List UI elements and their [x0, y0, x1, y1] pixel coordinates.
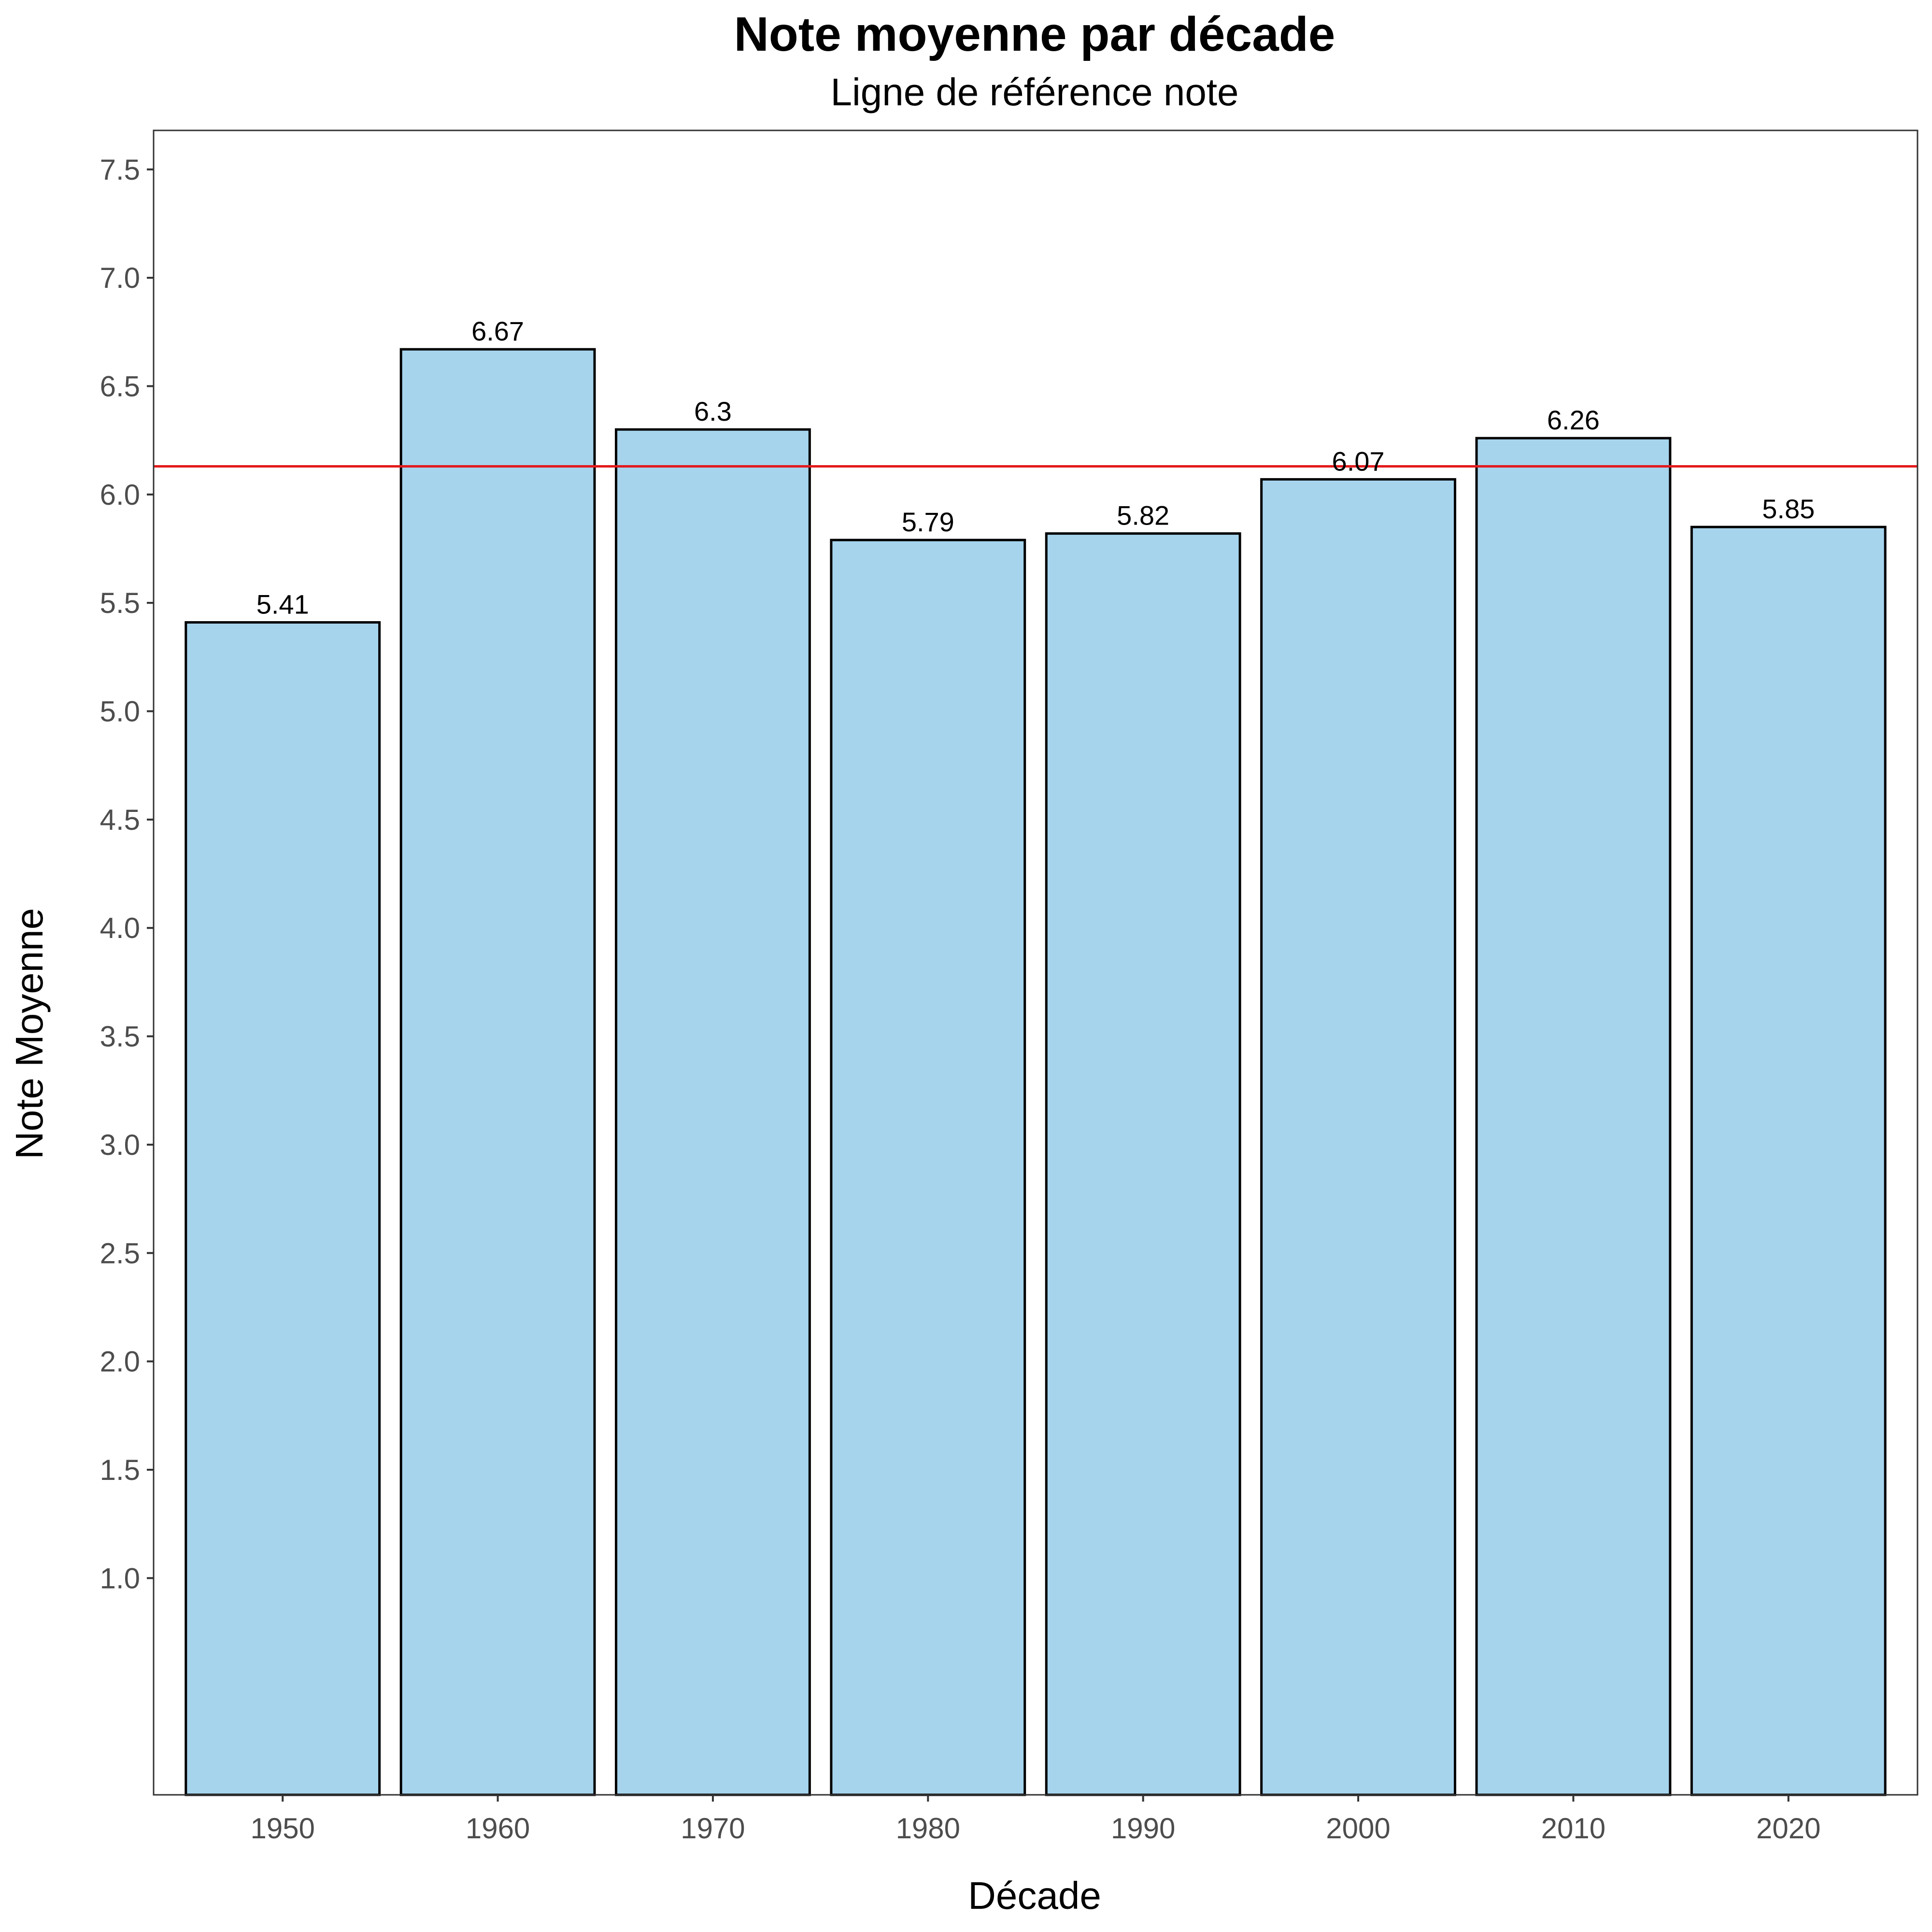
bar-2020 [1690, 526, 1887, 1796]
x-tick-label-1950: 1950 [250, 1812, 314, 1845]
x-tick-label-1960: 1960 [466, 1812, 530, 1845]
data-label-1950: 5.41 [256, 589, 309, 620]
x-tick-label-1990: 1990 [1111, 1812, 1175, 1845]
x-tick-label-1970: 1970 [681, 1812, 745, 1845]
bar-2010 [1475, 437, 1672, 1796]
x-tick-label-2000: 2000 [1326, 1812, 1390, 1845]
data-label-1990: 5.82 [1117, 500, 1169, 531]
y-tick-label-3.0: 3.0 [100, 1129, 140, 1161]
y-tick-label-6.5: 6.5 [100, 370, 140, 402]
y-tick-label-2.0: 2.0 [100, 1346, 140, 1378]
chart-subtitle: Ligne de référence note [830, 71, 1238, 114]
data-label-1960: 6.67 [471, 316, 524, 346]
y-tick-label-2.5: 2.5 [100, 1237, 140, 1269]
y-tick-label-1.5: 1.5 [100, 1454, 140, 1486]
data-label-1970: 6.3 [694, 396, 732, 426]
bar-1990 [1045, 532, 1241, 1796]
data-label-1980: 5.79 [902, 507, 954, 537]
x-tick-label-2010: 2010 [1541, 1812, 1605, 1845]
plot-panel: 5.41 6.67 6.3 5.79 5.82 6.07 6.26 5.85 1.0 1.5 2.0… [100, 129, 1918, 1845]
bar-1980 [830, 539, 1026, 1796]
chart-title: Note moyenne par décade [734, 7, 1335, 61]
y-tick-label-4.0: 4.0 [100, 912, 140, 944]
y-tick-label-5.0: 5.0 [100, 696, 140, 728]
bar-1960 [399, 348, 596, 1796]
y-tick-label-6.0: 6.0 [100, 479, 140, 511]
y-axis-title: Note Moyenne [8, 908, 51, 1159]
y-tick-label-7.0: 7.0 [100, 262, 140, 294]
bar-1950 [185, 621, 381, 1796]
y-tick-label-1.0: 1.0 [100, 1562, 140, 1594]
bar-2000 [1260, 478, 1456, 1796]
panel-border [153, 129, 1918, 1796]
y-tick-label-3.5: 3.5 [100, 1021, 140, 1053]
y-tick-label-4.5: 4.5 [100, 804, 140, 836]
bar-1970 [615, 428, 811, 1796]
y-tick-label-5.5: 5.5 [100, 587, 140, 619]
x-tick-label-1980: 1980 [896, 1812, 960, 1845]
y-tick-label-7.5: 7.5 [100, 154, 140, 186]
data-label-2020: 5.85 [1762, 494, 1815, 524]
x-axis-title: Décade [968, 1874, 1101, 1917]
data-label-2010: 6.26 [1547, 405, 1600, 435]
data-label-2000: 6.07 [1332, 446, 1385, 476]
x-tick-label-2020: 2020 [1756, 1812, 1820, 1845]
